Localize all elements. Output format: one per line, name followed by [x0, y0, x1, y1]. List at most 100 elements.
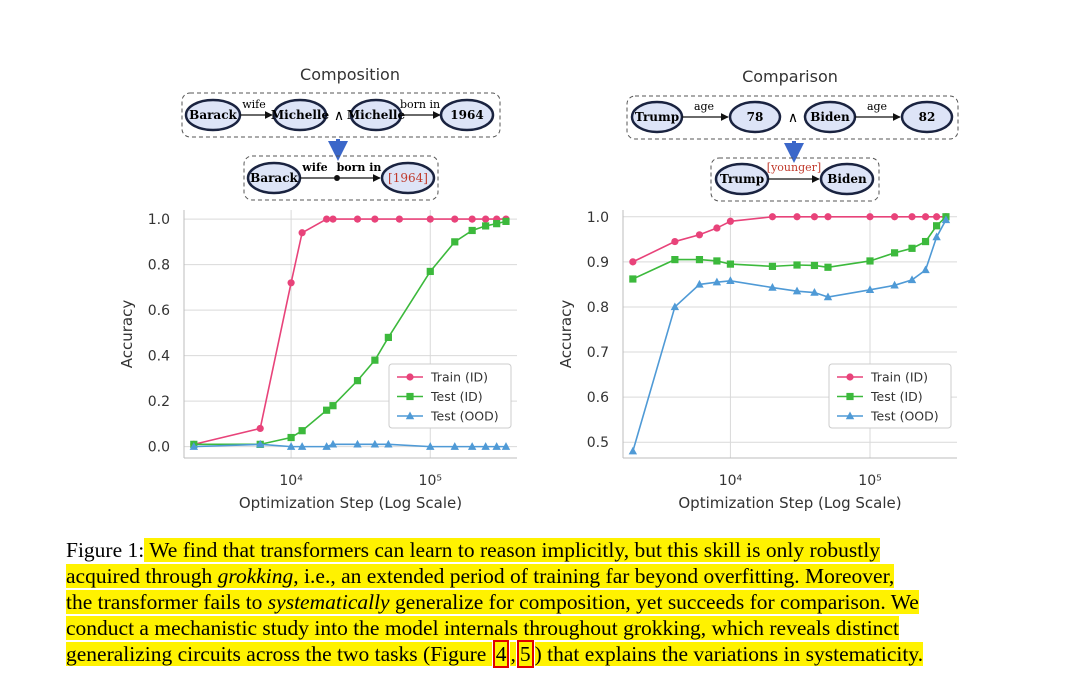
data-point	[671, 237, 679, 246]
legend: Train (ID) Test (ID) Test (OOD)	[388, 363, 512, 429]
data-point	[810, 288, 819, 296]
y-tick-label: 0.6	[148, 303, 170, 319]
data-point	[908, 244, 916, 252]
data-point	[933, 222, 941, 230]
edge-wife-label: wife	[242, 98, 266, 111]
data-point	[768, 213, 777, 221]
caption-label: Figure 1:	[66, 538, 145, 562]
data-point	[256, 439, 265, 448]
node-1964-answer	[380, 161, 436, 195]
data-point	[328, 439, 338, 448]
x-tick-label: 10⁴	[719, 473, 743, 489]
data-point	[467, 442, 477, 450]
data-point	[256, 424, 264, 433]
comparison-diagram: Comparison Trump age 78 ∧ Biden age 82 T…	[626, 67, 959, 202]
y-tick-label: 1.0	[587, 210, 609, 226]
legend-marker	[846, 392, 854, 401]
comparison-top-box	[626, 95, 959, 140]
data-point	[792, 286, 802, 295]
data-point	[933, 213, 941, 221]
data-point	[671, 256, 679, 264]
data-point	[501, 442, 511, 450]
composition-accuracy-chart: 0.0 0.2 0.4 0.6 0.8 1.0 10⁴ 10⁵ Optimization Ste…	[118, 210, 517, 512]
data-point	[286, 442, 296, 450]
data-point	[297, 442, 307, 450]
data-point	[629, 258, 637, 266]
data-point	[371, 356, 379, 364]
data-point	[329, 215, 337, 223]
data-point	[629, 275, 637, 283]
data-point	[298, 427, 306, 435]
y-tick-label: 0.9	[587, 255, 609, 271]
node-78-label: 78	[747, 110, 764, 124]
data-point	[793, 213, 801, 221]
node-michelle	[272, 98, 328, 132]
caption-emphasis: systematically	[267, 590, 390, 614]
node-1964	[439, 98, 495, 132]
legend-label: Test (OOD)	[430, 409, 499, 424]
data-point	[384, 333, 392, 342]
data-point	[921, 265, 930, 274]
caption-text: conduct a mechanistic study into the mod…	[66, 616, 899, 640]
y-tick-label: 0.7	[587, 345, 609, 361]
node-82	[900, 100, 954, 134]
data-point	[921, 237, 930, 246]
node-michelle-label: Michelle	[271, 108, 330, 122]
data-point	[726, 276, 735, 284]
data-point	[426, 215, 434, 223]
caption-text: ) that explains the variations in system…	[534, 642, 924, 666]
legend-marker	[405, 411, 415, 420]
and-connector: ∧	[334, 108, 344, 124]
figure-reference-link[interactable]: 5	[516, 640, 534, 668]
data-point	[726, 260, 735, 268]
caption-text: , i.e., an extended period of training f…	[293, 564, 895, 588]
data-point	[451, 215, 459, 223]
series-test-ood	[189, 439, 511, 450]
data-point	[941, 215, 951, 224]
data-point	[726, 217, 735, 225]
caption-line: the transformer fails to systematically …	[66, 589, 1018, 615]
data-point	[890, 249, 899, 257]
y-axis-label: Accuracy	[118, 300, 136, 369]
figure-reference-link[interactable]: 4	[492, 640, 510, 668]
y-tick-label: 0.8	[148, 258, 170, 274]
y-axis-label: Accuracy	[557, 300, 575, 369]
data-point	[793, 261, 801, 269]
edge-age-label: age	[694, 100, 714, 113]
series-line	[632, 216, 947, 280]
edge-born-in-2-label: born in	[337, 161, 382, 174]
data-point	[713, 224, 721, 232]
x-tick-label: 10⁵	[858, 473, 881, 489]
caption-line: acquired through grokking, i.e., an exte…	[66, 563, 1018, 589]
data-point	[482, 222, 490, 230]
node-biden-label: Biden	[810, 110, 850, 124]
y-tick-label: 0.6	[587, 390, 609, 406]
legend: Train (ID) Test (ID) Test (OOD)	[828, 363, 952, 429]
data-point	[468, 215, 476, 223]
node-barack-label: Barack	[189, 108, 237, 122]
figure-caption: Figure 1: We find that transformers can …	[66, 537, 1018, 668]
edge-born-in-label: born in	[400, 98, 440, 111]
composition-diagram: Composition Barack wife Michelle ∧ Miche…	[181, 65, 501, 201]
series-test-id	[629, 213, 950, 283]
legend-label: Test (OOD)	[870, 409, 939, 424]
legend-box	[388, 363, 512, 429]
data-point	[768, 283, 777, 291]
caption-text: the transformer fails to	[66, 590, 268, 614]
data-point	[353, 377, 362, 385]
x-axis-label: Optimization Step (Log Scale)	[678, 494, 901, 512]
caption-text: ,	[510, 642, 516, 666]
data-point	[890, 280, 899, 289]
data-point	[371, 215, 379, 223]
series-line	[632, 215, 946, 263]
node-1964-answer-label: [1964]	[388, 171, 428, 185]
node-82-label: 82	[919, 110, 936, 124]
comparison-accuracy-chart: 0.5 0.6 0.7 0.8 0.9 1.0 10⁴ 10⁵ Optimization Ste…	[557, 210, 957, 512]
legend-box	[828, 363, 952, 429]
data-point	[921, 213, 930, 221]
caption-text: We find that transformers can learn to r…	[144, 538, 880, 562]
caption-line: conduct a mechanistic study into the mod…	[66, 615, 1018, 641]
data-point	[932, 232, 941, 241]
data-point	[287, 433, 295, 442]
data-point	[695, 231, 704, 239]
